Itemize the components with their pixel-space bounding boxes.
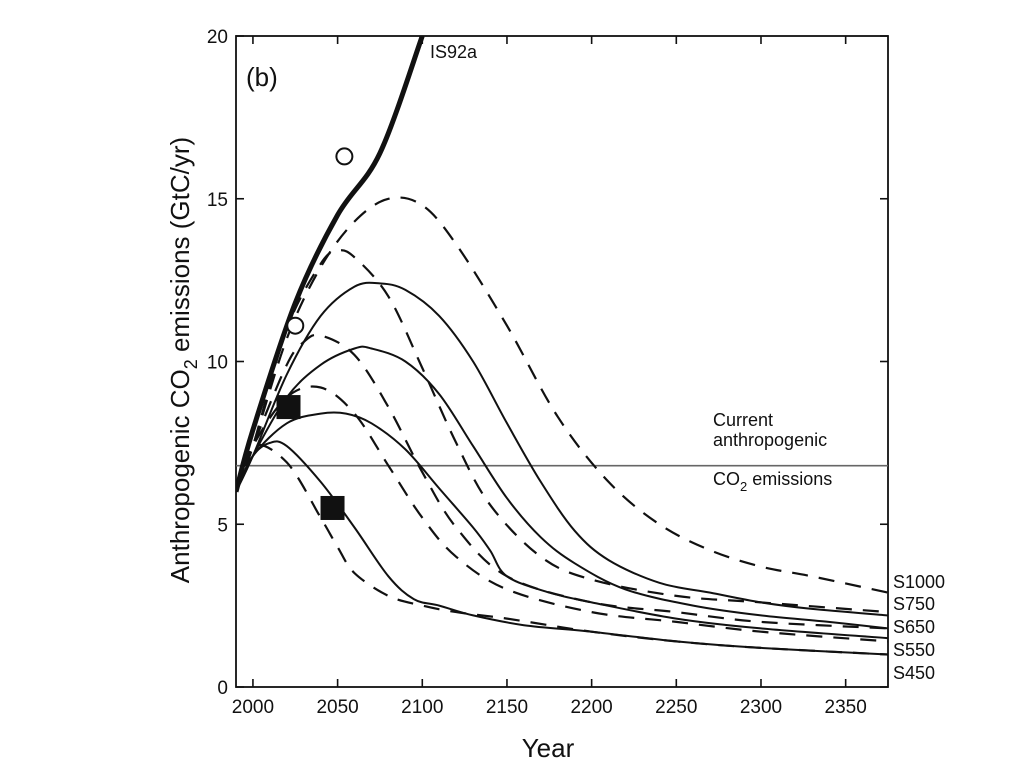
- right-label-s450: S450: [893, 663, 935, 683]
- reference-label-line1: Current: [713, 410, 773, 430]
- y-axis-title: Anthropogenic CO2 emissions (GtC/yr): [165, 137, 201, 583]
- right-label-s1000: S1000: [893, 572, 945, 592]
- x-tick-label: 2050: [316, 697, 358, 718]
- right-label-s750: S750: [893, 594, 935, 614]
- x-tick-label: 2250: [655, 697, 697, 718]
- right-label-s550: S550: [893, 640, 935, 660]
- series-s650-solid: [236, 411, 888, 640]
- x-tick-label: 2200: [570, 697, 612, 718]
- series-s550-solid: [236, 440, 888, 656]
- x-tick-label: 2000: [232, 697, 274, 718]
- y-axis-title-main: Anthropogenic CO: [165, 369, 195, 583]
- x-tick-label: 2100: [401, 697, 443, 718]
- series-s1000-solid: [236, 281, 888, 617]
- x-axis-title: Year: [522, 733, 575, 763]
- y-axis-title-subscript: 2: [181, 359, 201, 369]
- series-is92a-thick: [236, 36, 425, 493]
- plot-frame: [235, 35, 889, 688]
- series-s650-dashed: [236, 333, 888, 630]
- y-tick-label: 0: [217, 678, 228, 699]
- y-axis-title-units: emissions (GtC/yr): [165, 137, 195, 359]
- reference-label-line2: anthropogenic: [713, 430, 827, 450]
- reference-label-co: CO: [713, 469, 740, 489]
- open-circle-marker: [335, 147, 354, 166]
- reference-label-emissions: emissions: [747, 469, 832, 489]
- series-s1000-dashed: [236, 196, 888, 594]
- filled-square-marker: [320, 495, 345, 520]
- y-tick-label: 10: [207, 353, 228, 374]
- panel-label: (b): [246, 62, 278, 92]
- y-tick-label: 5: [217, 515, 228, 536]
- x-tick-label: 2350: [825, 697, 867, 718]
- ticks-group: 2000 2050 2100 2150 2200 2250 2300 2350 0 5 10 15 20: [207, 27, 888, 718]
- x-tick-label: 2300: [740, 697, 782, 718]
- top-series-label: IS92a: [430, 42, 478, 62]
- marker-group: [276, 147, 354, 520]
- x-tick-label: 2150: [486, 697, 528, 718]
- series-s750-solid: [236, 345, 888, 630]
- y-tick-label: 20: [207, 27, 228, 48]
- reference-label-subscript: 2: [740, 479, 747, 494]
- filled-square-marker: [276, 395, 301, 420]
- right-label-s650: S650: [893, 617, 935, 637]
- open-circle-marker: [286, 316, 305, 335]
- series-group: [236, 36, 888, 656]
- reference-label-below: CO2 emissions: [713, 469, 832, 494]
- y-tick-label: 15: [207, 190, 228, 211]
